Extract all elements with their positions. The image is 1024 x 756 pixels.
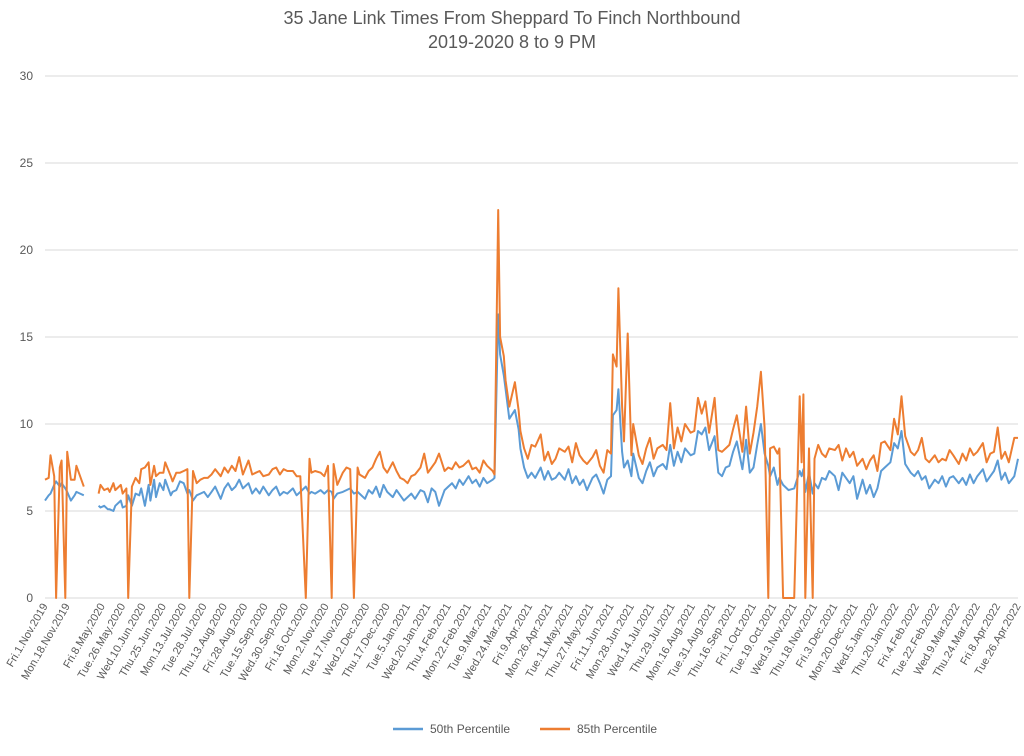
series-line-p50 <box>44 480 85 502</box>
series-line-p50 <box>97 313 1019 512</box>
y-tick-label: 15 <box>20 330 34 344</box>
legend: 50th Percentile 85th Percentile <box>393 722 657 736</box>
gridlines <box>45 75 1018 599</box>
series-line-p85 <box>44 450 85 599</box>
legend-label-p50: 50th Percentile <box>430 722 510 736</box>
chart-title-line-1: 35 Jane Link Times From Sheppard To Finc… <box>284 8 741 28</box>
chart-title-line-2: 2019-2020 8 to 9 PM <box>428 32 596 52</box>
y-tick-label: 10 <box>20 417 34 431</box>
y-tick-label: 5 <box>26 504 33 518</box>
y-tick-label: 30 <box>20 69 34 83</box>
y-tick-label: 0 <box>26 591 33 605</box>
series-lines <box>44 209 1019 599</box>
y-tick-label: 20 <box>20 243 34 257</box>
y-axis-tick-labels: 0 5 10 15 20 25 30 <box>20 69 34 605</box>
x-axis-tick-labels: Fri.1.Nov.2019Mon.18.Nov.2019Fri.8.May.2… <box>5 602 1024 684</box>
y-tick-label: 25 <box>20 156 34 170</box>
legend-label-p85: 85th Percentile <box>577 722 657 736</box>
series-line-p85 <box>97 209 1018 599</box>
